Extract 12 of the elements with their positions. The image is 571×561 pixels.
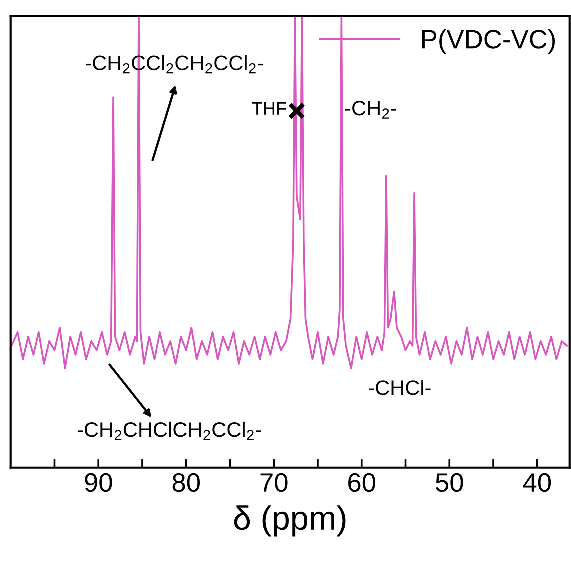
x-tick-label: 40 [523,473,552,492]
annotation: -CH$_{2}$CHClCH$_{2}$CCl$_{2}$- [78,422,262,440]
x-tick-label: 60 [348,473,376,492]
annotation: THF [252,102,286,115]
x-tick-label: 50 [436,473,464,492]
x-tick-label: 80 [172,473,200,492]
annotation: -CHCl- [369,380,431,396]
legend-label: P(VDC-VC) [422,29,556,54]
x-tick-label: 90 [85,473,112,492]
annotation: -CH$_{2}$- [346,101,396,119]
x-tick-label: 70 [260,473,288,492]
x-axis-title: δ (ppm) [234,506,346,537]
